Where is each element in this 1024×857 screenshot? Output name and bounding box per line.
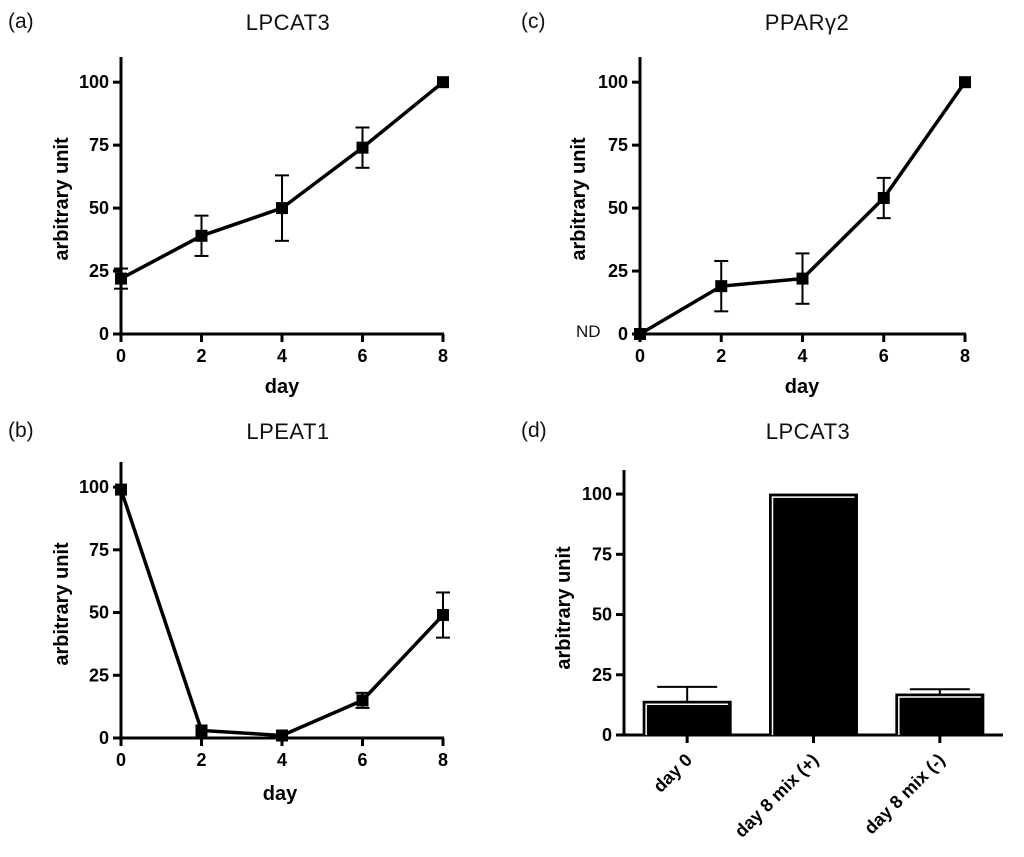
- bar: [642, 700, 732, 736]
- x-tick-label: 0: [116, 750, 126, 770]
- x-tick-label: 8: [438, 346, 448, 366]
- y-tick-label: 25: [89, 261, 109, 281]
- data-point: [195, 724, 208, 737]
- panel-c: (c) PPARγ2 day arbitrary unit ND 0 25 50 75…: [521, 10, 971, 398]
- y-tick-label: 75: [592, 544, 612, 564]
- y-tick-label: 25: [89, 665, 109, 685]
- x-tick-label: 6: [357, 346, 367, 366]
- panel-b: (b) LPEAT1 day arbitrary unit 0 25 50 75 100…: [8, 419, 450, 805]
- data-point: [115, 272, 127, 285]
- bar-highlight: [771, 496, 855, 735]
- data-point: [115, 483, 127, 496]
- data-point: [796, 272, 809, 285]
- data-point: [276, 729, 288, 742]
- panel-d: (d) LPCAT3 arbitrary unit 0 25 50 75 100 day …: [521, 419, 1003, 841]
- y-tick-label: 0: [618, 324, 628, 344]
- x-axis-title: day: [785, 376, 820, 398]
- data-point: [634, 328, 646, 340]
- chart-title: LPCAT3: [766, 419, 851, 444]
- panel-label: (b): [8, 419, 34, 442]
- x-category-label: day 8 mix (-): [860, 750, 948, 838]
- x-axis-title: day: [265, 376, 300, 398]
- data-point: [715, 280, 728, 293]
- y-axis-title: arbitrary unit: [568, 137, 590, 261]
- x-tick-label: 2: [196, 346, 206, 366]
- x-tick-label: 4: [797, 346, 807, 366]
- chart-title: LPCAT3: [246, 10, 331, 35]
- y-tick-label: 75: [89, 135, 109, 155]
- x-tick-label: 2: [716, 346, 726, 366]
- y-tick-label: 75: [608, 135, 628, 155]
- series-line: [119, 489, 445, 738]
- x-tick-label: 8: [960, 346, 970, 366]
- bar-highlight: [898, 696, 981, 735]
- x-category-label: day 0: [649, 750, 696, 797]
- y-tick-label: 25: [608, 261, 628, 281]
- data-point: [437, 76, 449, 89]
- y-tick-label: 50: [89, 198, 109, 218]
- bar: [895, 693, 985, 736]
- data-point: [276, 202, 288, 215]
- panel-label: (a): [8, 10, 34, 33]
- plot-area: 0 25 50 75 100 0 2 4 6 8: [598, 57, 971, 366]
- y-tick-label: 100: [79, 477, 109, 497]
- plot-area: 0 25 50 75 100 0 2 4 6 8: [79, 57, 449, 366]
- y-tick-label: 50: [592, 605, 612, 625]
- y-tick-label: 0: [99, 728, 109, 748]
- panel-label: (d): [521, 419, 547, 442]
- data-point: [959, 76, 971, 89]
- x-category-label: day 8 mix (+): [731, 750, 823, 842]
- y-tick-label: 50: [89, 603, 109, 623]
- y-tick-label: 100: [598, 72, 628, 92]
- x-tick-label: 6: [879, 346, 889, 366]
- chart-title: PPARγ2: [765, 10, 850, 35]
- y-axis-title: arbitrary unit: [553, 546, 575, 670]
- panel-label: (c): [521, 10, 546, 33]
- x-tick-label: 2: [196, 750, 206, 770]
- x-tick-label: 0: [116, 346, 126, 366]
- y-axis-title: arbitrary unit: [51, 542, 73, 666]
- nd-annotation: ND: [576, 322, 601, 341]
- panel-a: (a) LPCAT3 day arbitrary unit 0 25 50 75 100…: [8, 10, 449, 398]
- plot-area: 0 25 50 75 100 day 0 day 8 mix (+) day 8 mix (-…: [582, 470, 1003, 841]
- x-tick-label: 0: [635, 346, 645, 366]
- plot-area: 0 25 50 75 100 0 2 4 6 8: [79, 462, 450, 770]
- x-tick-label: 4: [277, 346, 287, 366]
- data-point: [356, 694, 369, 707]
- data-point: [437, 609, 449, 622]
- x-axis-title: day: [263, 783, 298, 805]
- data-point: [877, 192, 890, 205]
- y-tick-label: 100: [582, 484, 612, 504]
- y-tick-label: 100: [79, 72, 109, 92]
- y-tick-label: 75: [89, 540, 109, 560]
- y-tick-label: 25: [592, 665, 612, 685]
- y-tick-label: 0: [99, 324, 109, 344]
- data-point: [195, 229, 208, 242]
- bar-highlight: [645, 703, 729, 735]
- x-tick-label: 4: [277, 750, 287, 770]
- bar: [769, 493, 858, 736]
- data-point: [356, 141, 369, 154]
- x-tick-label: 6: [357, 750, 367, 770]
- y-axis-title: arbitrary unit: [51, 137, 73, 261]
- y-tick-label: 0: [602, 725, 612, 745]
- x-tick-label: 8: [438, 750, 448, 770]
- y-tick-label: 50: [608, 198, 628, 218]
- chart-title: LPEAT1: [246, 419, 329, 444]
